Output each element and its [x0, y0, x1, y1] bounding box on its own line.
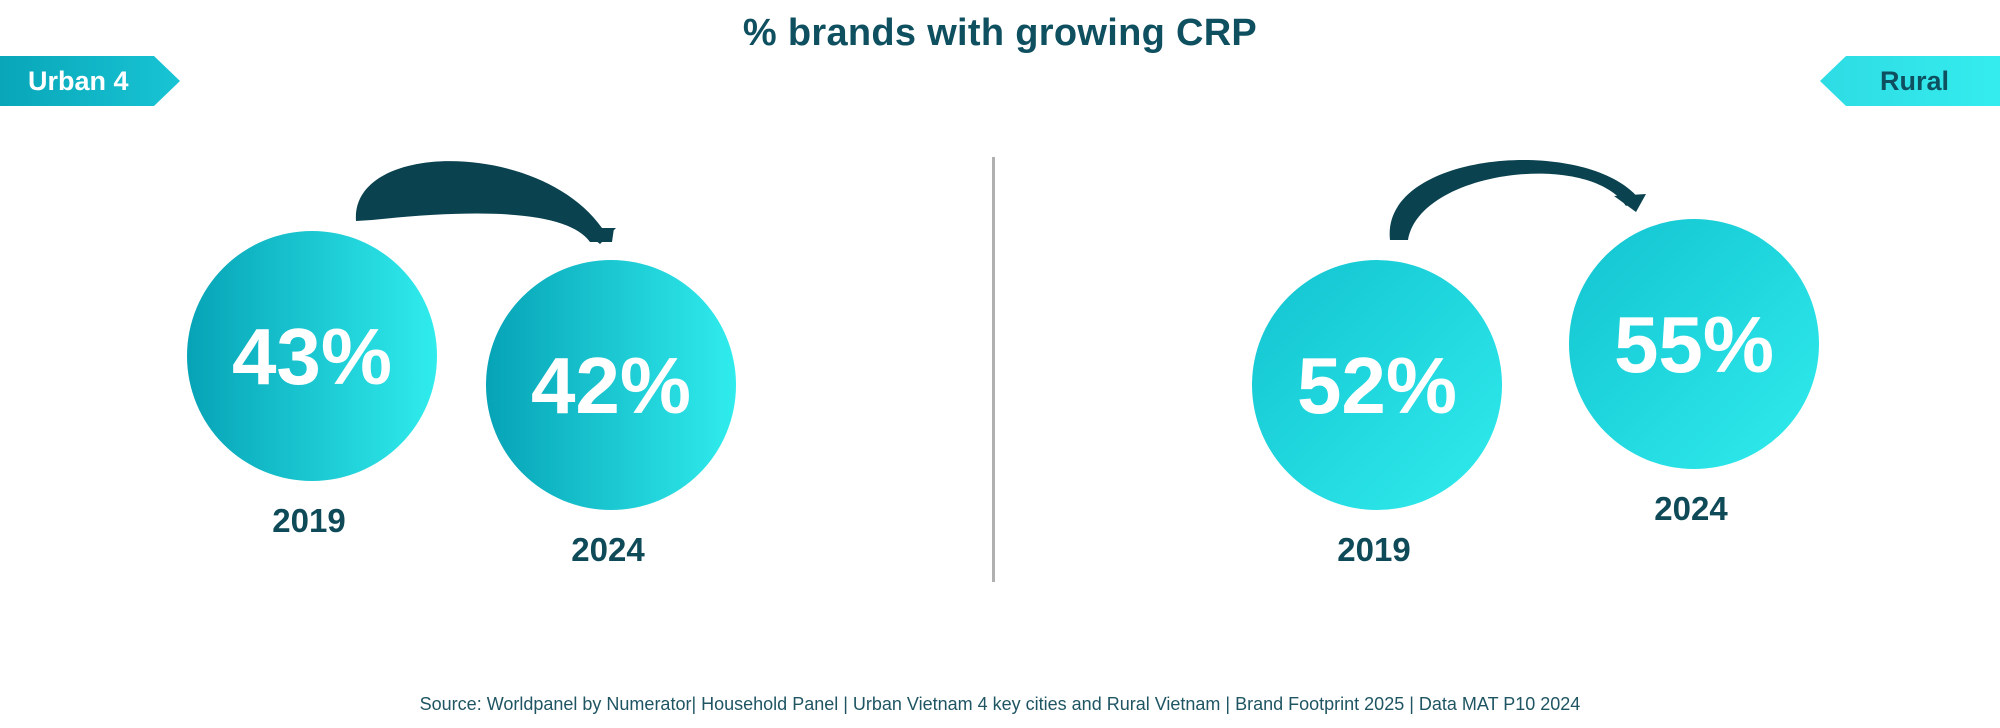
- growth-arrow-head-0: [580, 228, 616, 244]
- bubble-value-label: 52%: [1297, 341, 1457, 430]
- year-label: 2024: [571, 531, 645, 568]
- bubble-2024-0: [486, 260, 736, 510]
- bubble-2019-0: [187, 231, 437, 481]
- segment-tag-urban: Urban 4: [0, 56, 180, 106]
- growth-arrow-head-1: [1614, 194, 1646, 212]
- year-label: 2019: [272, 502, 345, 539]
- year-label: 2019: [1337, 531, 1410, 568]
- source-note: Source: Worldpanel by Numerator| Househo…: [419, 694, 1581, 714]
- chart-title: % brands with growing CRP: [742, 12, 1258, 54]
- bubble-value-label: 55%: [1614, 300, 1774, 389]
- bubble-value-label: 42%: [531, 341, 691, 430]
- growth-arrow-1: [1389, 160, 1640, 240]
- bubble-2024-1: [1569, 219, 1819, 469]
- bubble-2019-1: [1252, 260, 1502, 510]
- year-label: 2024: [1654, 490, 1728, 527]
- segment-tag-rural: Rural: [1820, 56, 2000, 106]
- growth-arrow-0: [355, 161, 614, 242]
- bubble-value-label: 43%: [232, 312, 392, 401]
- panel-divider: [992, 157, 995, 582]
